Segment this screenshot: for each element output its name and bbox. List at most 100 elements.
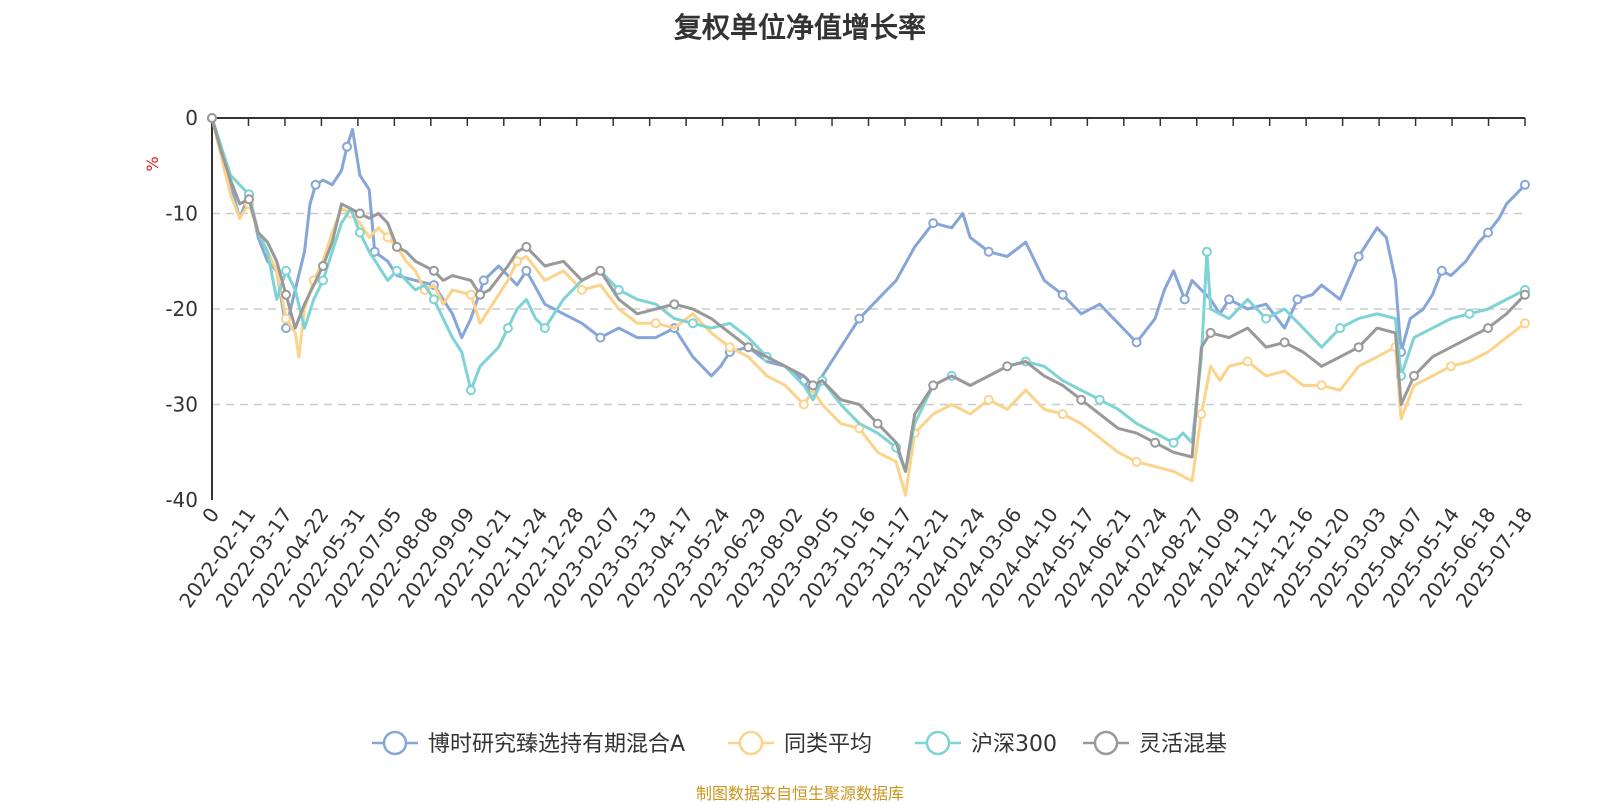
series-point: [310, 179, 321, 190]
series-point: [854, 313, 865, 324]
series-point: [743, 342, 754, 353]
series-point: [798, 399, 809, 410]
series-point: [1279, 337, 1290, 348]
series-line-2: [210, 117, 1526, 473]
series-point: [983, 394, 994, 405]
series-point: [1483, 323, 1493, 334]
series-point: [465, 385, 476, 396]
series-point: [983, 246, 994, 257]
series-point: [1446, 361, 1456, 372]
legend-label: 沪深300: [971, 732, 1057, 757]
series-point: [1131, 456, 1142, 467]
series-point: [244, 194, 254, 205]
y-tick-label: -10: [165, 202, 198, 226]
series-point: [281, 313, 291, 324]
series-point: [1292, 294, 1303, 305]
series-point: [928, 218, 939, 229]
series-point: [354, 227, 365, 238]
series-point: [1179, 294, 1190, 305]
y-tick-label: -20: [165, 297, 198, 321]
series-point: [539, 323, 550, 334]
series-point: [928, 380, 939, 391]
series-point: [354, 208, 365, 219]
series-point: [1076, 394, 1087, 405]
x-tick-label: 0: [197, 503, 224, 527]
y-tick-label: -30: [165, 393, 198, 417]
legend-marker: [382, 730, 408, 756]
y-tick-label: 0: [185, 106, 198, 130]
legend-marker: [925, 730, 951, 756]
series-point: [512, 256, 523, 267]
series-point: [1205, 327, 1216, 338]
source-note: 制图数据来自恒生聚源数据库: [695, 784, 904, 803]
series-point: [1520, 289, 1530, 300]
series-point: [1483, 227, 1493, 238]
series-point: [650, 318, 661, 329]
series-point: [521, 241, 532, 252]
series-point: [613, 284, 624, 295]
series-point: [1436, 265, 1447, 276]
series-point: [342, 141, 352, 152]
legend-item-1[interactable]: 同类平均: [728, 730, 872, 757]
y-axis-label: %: [143, 156, 162, 171]
legend-label: 博时研究臻选持有期混合A: [428, 732, 685, 757]
legend-label: 灵活混基: [1139, 732, 1227, 757]
series-point: [724, 342, 735, 353]
series-point: [808, 380, 818, 391]
series-point: [687, 318, 698, 329]
series-point: [1150, 437, 1161, 448]
series-point: [595, 265, 606, 276]
series-point: [391, 265, 402, 276]
legend[interactable]: 博时研究臻选持有期混合A 同类平均 沪深300 灵活混基: [372, 730, 1227, 757]
series-point: [502, 323, 513, 334]
series-point: [1335, 323, 1346, 334]
legend-marker: [738, 730, 764, 756]
series-point: [1261, 313, 1272, 324]
series-point: [1520, 318, 1530, 329]
series-point: [1242, 356, 1253, 367]
series-point: [1168, 437, 1179, 448]
series-point: [576, 284, 587, 295]
series-point: [1464, 308, 1475, 319]
series-point: [1353, 251, 1364, 262]
series-point: [207, 113, 217, 123]
chart-title: 复权单位净值增长率: [673, 11, 926, 44]
series-point: [1094, 394, 1105, 405]
series-point: [475, 289, 486, 300]
series-point: [281, 265, 291, 276]
legend-item-3[interactable]: 灵活混基: [1083, 730, 1227, 757]
series-point: [1057, 289, 1068, 300]
series-point: [428, 294, 439, 305]
series-point: [428, 265, 439, 276]
series-point: [1196, 409, 1207, 420]
series-point: [465, 289, 476, 300]
axes: 0-10-20-30-40%02022-02-112022-03-172022-…: [143, 106, 1537, 612]
series-point: [1201, 246, 1212, 257]
series-point: [1316, 380, 1327, 391]
series-point: [1409, 370, 1419, 381]
series-point: [281, 323, 291, 334]
legend-item-0[interactable]: 博时研究臻选持有期混合A: [372, 730, 685, 757]
series-point: [1520, 179, 1530, 190]
series-point: [669, 299, 680, 310]
legend-item-2[interactable]: 沪深300: [915, 730, 1057, 757]
series-point: [318, 275, 328, 286]
series-line-1: [210, 117, 1526, 497]
y-tick-label: -40: [165, 488, 198, 512]
series-point: [318, 261, 328, 271]
grid-lines: [212, 212, 1525, 406]
series-point: [281, 289, 291, 300]
series-point: [478, 275, 489, 286]
series-point: [595, 332, 606, 343]
series-point: [1057, 409, 1068, 420]
legend-label: 同类平均: [784, 732, 872, 757]
series-point: [1224, 294, 1235, 305]
series-point: [521, 265, 532, 276]
series-line-3: [210, 117, 1527, 473]
legend-marker: [1093, 730, 1119, 756]
series-point: [391, 241, 402, 252]
series-point: [1353, 342, 1364, 353]
series-point: [1131, 337, 1142, 348]
series-line-0: [210, 117, 1527, 402]
